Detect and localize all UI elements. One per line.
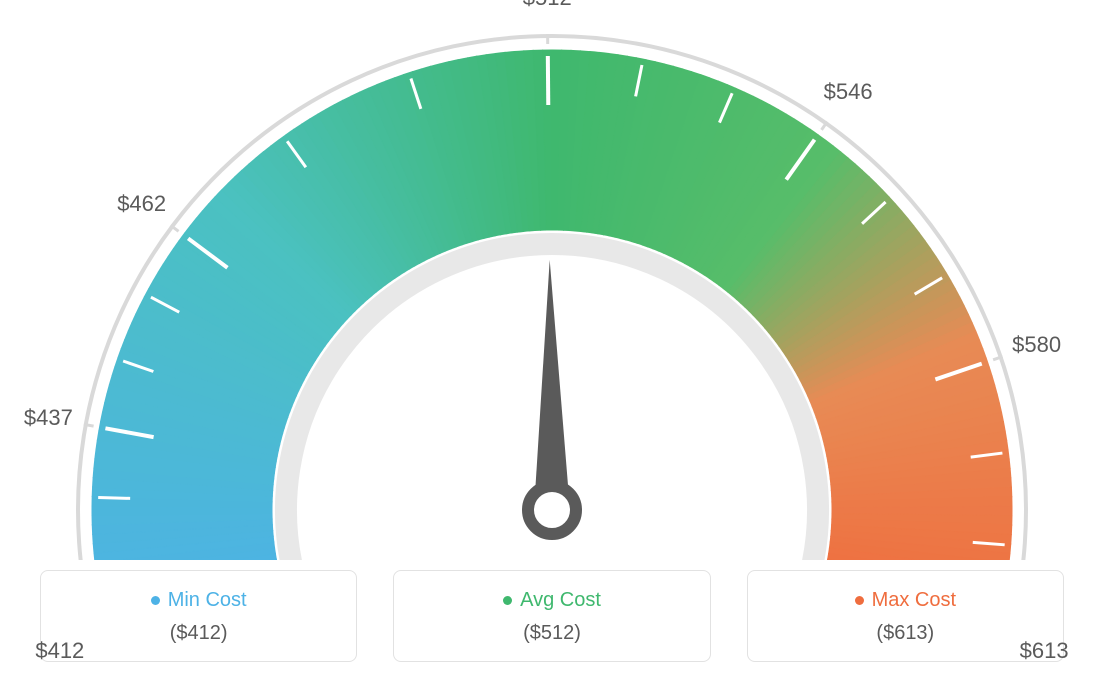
gauge-tick-label: $613 (1020, 638, 1069, 664)
gauge-tick-label: $412 (35, 638, 84, 664)
gauge-chart: $412$437$462$512$546$580$613 (0, 0, 1104, 560)
gauge-tick-label: $437 (24, 405, 73, 431)
gauge-tick-label: $580 (1012, 332, 1061, 358)
legend-title-avg: Avg Cost (503, 589, 601, 612)
legend-card-max: Max Cost ($613) (747, 570, 1064, 662)
gauge-tick-label: $512 (523, 0, 572, 11)
legend-title-min: Min Cost (151, 589, 247, 612)
gauge-tick-label: $546 (824, 79, 873, 105)
legend-value-max: ($613) (758, 622, 1053, 645)
legend-label-max: Max Cost (872, 589, 956, 612)
legend-label-min: Min Cost (168, 589, 247, 612)
legend-dot-min (151, 596, 160, 605)
legend-dot-max (855, 596, 864, 605)
gauge-tick-label: $462 (117, 191, 166, 217)
legend-title-max: Max Cost (855, 589, 956, 612)
legend-row: Min Cost ($412) Avg Cost ($512) Max Cost… (0, 570, 1104, 662)
legend-value-min: ($412) (51, 622, 346, 645)
legend-dot-avg (503, 596, 512, 605)
legend-value-avg: ($512) (404, 622, 699, 645)
gauge-svg (0, 0, 1104, 560)
legend-card-avg: Avg Cost ($512) (393, 570, 710, 662)
legend-card-min: Min Cost ($412) (40, 570, 357, 662)
legend-label-avg: Avg Cost (520, 589, 601, 612)
